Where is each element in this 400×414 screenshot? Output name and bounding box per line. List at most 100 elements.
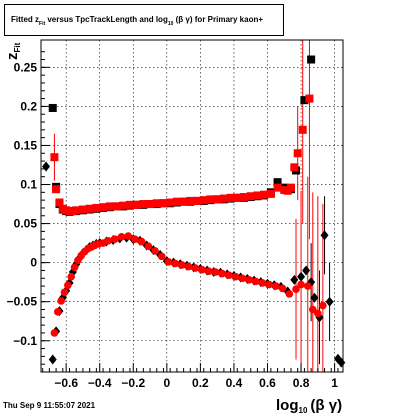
data-point-square	[193, 196, 202, 205]
data-point-circle	[53, 308, 62, 316]
data-point-circle	[151, 247, 159, 255]
data-point-diamond	[48, 354, 57, 365]
data-point-circle	[191, 264, 200, 272]
data-point-square	[273, 183, 282, 192]
data-point-square	[300, 96, 309, 105]
data-point-diamond	[302, 265, 311, 276]
title-z: z	[35, 15, 40, 24]
data-point-square	[55, 198, 64, 207]
y-axis-title-sub: Fit	[13, 42, 22, 52]
data-point-circle	[319, 301, 327, 310]
title-tail: for Primary kaon+	[194, 15, 264, 24]
data-point-square	[132, 200, 141, 209]
data-point-square	[273, 178, 282, 187]
y-tick-label: 0.25	[14, 60, 38, 74]
y-tick-label: 0	[30, 256, 37, 270]
x-axis-title-main: log	[276, 397, 299, 414]
data-point-circle	[285, 290, 294, 298]
title-log-sub: 10	[167, 21, 174, 27]
data-point-square	[293, 149, 302, 158]
data-point-square	[246, 192, 255, 201]
x-tick-label: −0.4	[88, 376, 112, 390]
data-point-circle	[245, 276, 253, 284]
data-point-square	[186, 196, 195, 205]
data-point-circle	[178, 261, 186, 269]
x-axis-title: log10 (β γ)	[276, 397, 342, 414]
data-point-square	[179, 197, 188, 206]
svg-text:zFit: zFit	[4, 42, 22, 60]
data-point-square	[159, 199, 168, 208]
timestamp: Thu Sep 9 11:55:07 2021	[3, 401, 96, 410]
data-point-circle	[211, 268, 220, 276]
data-point-square	[146, 200, 155, 209]
data-point-square	[50, 153, 59, 162]
svg-text:log10(β γ): log10 (β γ)	[276, 397, 342, 414]
data-point-circle	[218, 269, 226, 278]
data-point-circle	[137, 237, 146, 246]
data-point-circle	[144, 242, 153, 251]
data-point-square	[305, 94, 314, 103]
title-fitted: Fitted	[11, 15, 33, 24]
data-point-square	[226, 193, 235, 202]
data-point-circle	[111, 235, 119, 243]
data-point-square	[48, 103, 57, 112]
data-point-square	[125, 200, 134, 209]
y-tick-label: 0.15	[14, 138, 38, 152]
data-point-square	[92, 203, 101, 212]
data-point-circle	[272, 282, 280, 290]
data-point-square	[286, 183, 295, 192]
chart-title-box: Fitted zFit versus TpcTrackLength and lo…	[4, 4, 284, 36]
title-versus: versus TpcTrackLength and log	[47, 15, 168, 24]
data-point-square	[213, 195, 222, 204]
x-tick-label: 0.8	[293, 376, 310, 390]
data-point-circle	[265, 280, 273, 289]
data-point-circle	[238, 274, 247, 283]
data-point-square	[119, 201, 128, 210]
data-point-diamond	[325, 296, 334, 307]
y-tick-label: 0.2	[20, 99, 37, 113]
data-point-square	[72, 206, 81, 215]
y-tick-label: 0.1	[20, 178, 37, 192]
data-point-circle	[60, 288, 69, 297]
x-axis-title-tail: (β γ)	[310, 397, 342, 414]
data-point-circle	[104, 236, 112, 245]
axis-ticks	[41, 51, 339, 372]
data-point-square	[85, 204, 94, 213]
y-axis-title: zFit	[4, 42, 22, 60]
x-tick-label: 0.4	[226, 376, 243, 390]
data-point-circle	[231, 272, 240, 281]
x-tick-label: 0.2	[192, 376, 209, 390]
x-tick-label: −0.2	[121, 376, 145, 390]
data-point-circle	[171, 259, 180, 268]
data-point-square	[219, 194, 228, 203]
data-point-circle	[258, 279, 267, 287]
data-point-circle	[225, 271, 233, 279]
data-point-diamond	[290, 274, 299, 285]
data-point-circle	[251, 277, 260, 286]
data-point-diamond	[320, 230, 329, 241]
data-point-circle	[57, 297, 65, 305]
data-point-circle	[292, 285, 300, 293]
data-point-circle	[314, 309, 322, 318]
data-point-square	[52, 185, 61, 194]
title-beta-gamma: (β γ)	[175, 15, 193, 24]
title-z-sub: Fit	[39, 21, 46, 27]
y-axis-title-main: z	[4, 53, 21, 61]
x-tick-label: 1	[331, 376, 338, 390]
data-point-square	[266, 189, 275, 198]
data-point-square	[206, 195, 215, 204]
data-point-square	[260, 190, 269, 199]
data-point-square	[233, 193, 242, 202]
data-point-circle	[70, 263, 79, 272]
data-point-circle	[278, 284, 287, 293]
data-point-square	[166, 198, 175, 207]
data-point-diamond	[42, 161, 51, 172]
data-point-square	[152, 199, 161, 208]
tick-labels: −0.6 −0.4 −0.2 0 0.2 0.4 0.6 0.8 1 −0.1 −0.05 0 0.05…	[7, 60, 339, 390]
data-point-circle	[124, 232, 133, 240]
data-point-square	[240, 193, 249, 202]
data-point-diamond	[310, 292, 319, 303]
x-axis-title-sub: 10	[299, 406, 308, 414]
data-point-square	[199, 196, 208, 205]
